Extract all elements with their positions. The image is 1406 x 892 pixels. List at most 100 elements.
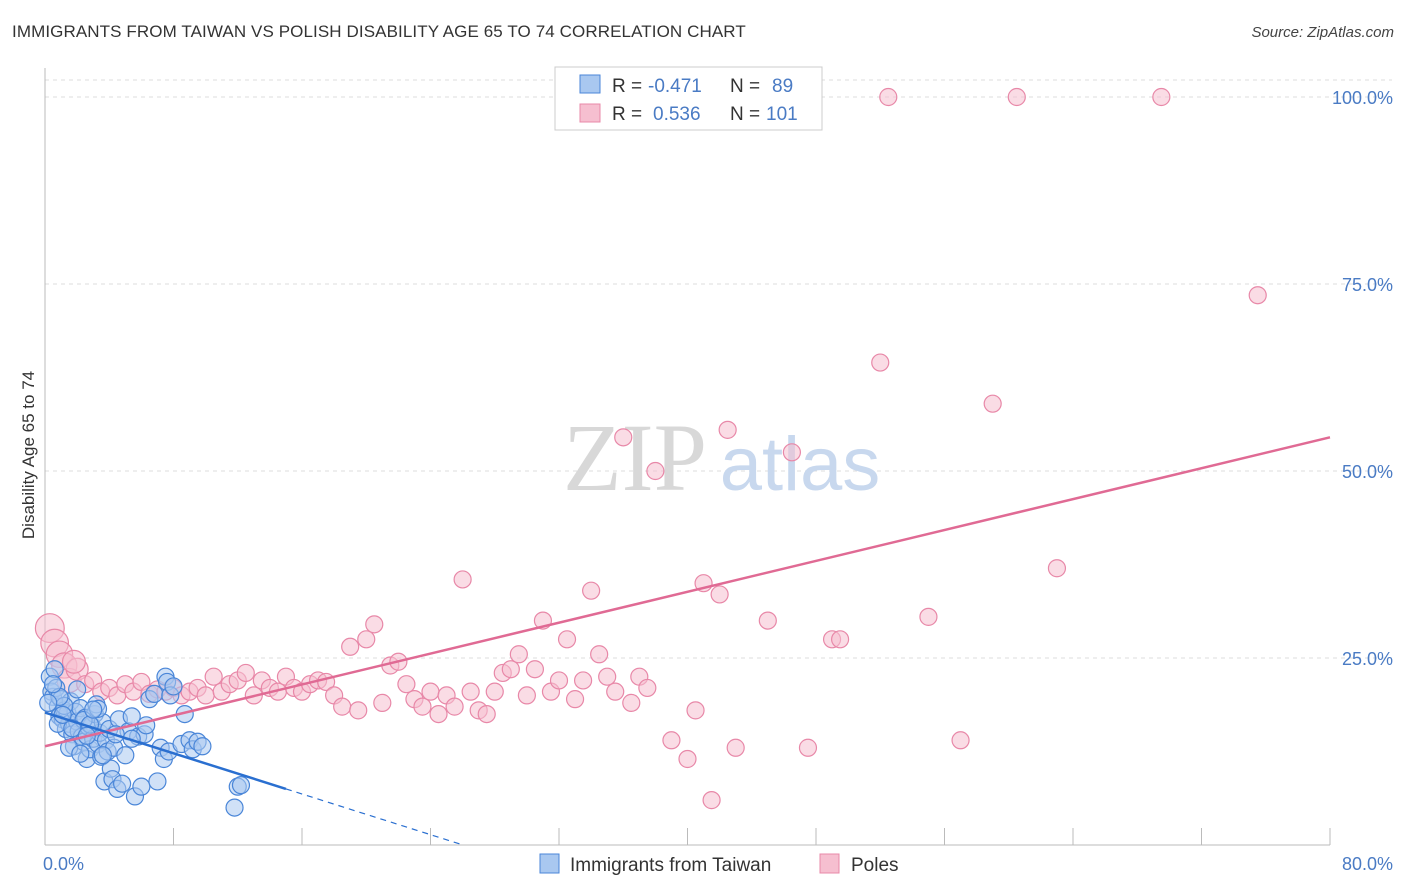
data-point-taiwan <box>39 693 58 712</box>
axes <box>44 68 1331 846</box>
trend-lines <box>44 436 1331 846</box>
stats-n-value: 101 <box>766 104 798 125</box>
legend-label-poles: Poles <box>851 855 899 876</box>
data-point-poles <box>453 570 472 589</box>
data-point-taiwan <box>63 719 82 738</box>
stats-swatch-taiwan <box>579 74 601 94</box>
data-point-poles <box>1047 559 1067 578</box>
stats-n-label: N = <box>730 104 760 125</box>
data-point-poles <box>485 682 504 701</box>
y-tick-label: 100.0% <box>1332 88 1393 108</box>
data-point-taiwan <box>225 798 244 817</box>
stats-swatch-poles <box>579 103 601 123</box>
data-point-poles <box>951 731 970 750</box>
data-point-poles <box>1007 87 1026 107</box>
data-point-poles <box>477 704 496 724</box>
data-point-poles <box>582 581 601 600</box>
data-point-poles <box>357 630 376 649</box>
data-point-taiwan <box>68 680 87 699</box>
data-point-poles <box>919 607 938 626</box>
data-point-taiwan <box>145 684 164 704</box>
data-point-taiwan <box>93 746 112 765</box>
tick-labels: 25.0% 50.0% 75.0% 100.0% 0.0% 80.0% <box>43 88 1393 874</box>
stats-r-value: -0.471 <box>648 76 702 97</box>
data-point-poles <box>614 428 633 447</box>
grid-lines <box>45 79 1392 659</box>
data-point-taiwan <box>84 700 103 719</box>
stats-r-label: R = <box>612 76 642 97</box>
data-point-poles <box>782 443 802 462</box>
data-point-poles <box>333 697 352 716</box>
data-point-poles <box>590 645 609 664</box>
data-point-taiwan <box>112 774 132 793</box>
data-point-poles <box>525 660 545 679</box>
data-point-taiwan <box>43 675 63 694</box>
data-point-poles <box>646 461 665 481</box>
trend-line-taiwan-extrapolated <box>285 788 463 846</box>
data-point-taiwan <box>148 772 167 791</box>
y-tick-label: 50.0% <box>1342 462 1393 482</box>
data-point-poles <box>606 682 625 701</box>
data-point-taiwan <box>231 776 251 795</box>
trend-line-taiwan <box>44 711 287 791</box>
data-point-poles <box>710 585 729 604</box>
watermark-zip: ZIP <box>563 404 707 511</box>
data-point-poles <box>871 353 890 372</box>
data-point-poles <box>702 791 721 810</box>
data-point-poles <box>517 686 536 705</box>
data-point-poles <box>638 678 657 698</box>
legend-label-taiwan: Immigrants from Taiwan <box>570 855 771 876</box>
data-point-poles <box>686 701 705 720</box>
stats-r-label: R = <box>612 104 642 125</box>
watermark: ZIP atlas <box>563 404 880 511</box>
data-point-poles <box>718 420 737 439</box>
stats-n-label: N = <box>730 76 760 97</box>
data-point-poles <box>726 738 745 757</box>
trend-line-poles <box>44 436 1331 748</box>
data-point-poles <box>1248 286 1267 305</box>
x-tick-label: 0.0% <box>43 854 84 874</box>
data-point-taiwan <box>193 737 212 756</box>
data-point-poles <box>397 675 416 694</box>
data-point-poles <box>421 682 440 701</box>
watermark-atlas: atlas <box>720 422 881 507</box>
data-point-poles <box>879 87 898 107</box>
stats-r-value: 0.536 <box>653 104 701 125</box>
data-point-poles <box>983 394 1002 413</box>
data-point-taiwan <box>164 677 183 696</box>
data-point-poles <box>236 663 255 683</box>
data-point-poles <box>565 690 585 709</box>
data-point-poles <box>557 630 577 649</box>
bottom-legend: Immigrants from Taiwan Poles <box>539 853 899 876</box>
y-tick-label: 25.0% <box>1342 649 1393 669</box>
data-point-poles <box>365 615 384 634</box>
data-point-poles <box>61 649 86 674</box>
data-point-poles <box>662 731 681 750</box>
data-point-poles <box>461 682 480 701</box>
data-point-poles <box>341 637 360 656</box>
y-tick-label: 75.0% <box>1342 275 1393 295</box>
data-point-poles <box>830 630 850 649</box>
data-point-poles <box>204 667 223 686</box>
series-poles-points <box>34 87 1267 810</box>
data-point-poles <box>196 686 215 705</box>
data-point-taiwan <box>116 746 135 765</box>
data-point-poles <box>445 697 464 716</box>
data-point-poles <box>349 701 368 720</box>
data-point-taiwan <box>71 744 90 763</box>
data-point-poles <box>598 667 617 686</box>
data-point-poles <box>549 671 569 690</box>
data-point-poles <box>798 738 818 757</box>
y-axis-label: Disability Age 65 to 74 <box>19 371 38 539</box>
stats-legend: R = -0.471 N = 89 R = 0.536 N = 101 <box>554 66 823 131</box>
legend-swatch-poles <box>819 853 840 874</box>
data-point-poles <box>509 645 528 664</box>
legend-swatch-taiwan <box>539 853 560 874</box>
data-point-poles <box>429 704 448 724</box>
x-tick-label: 80.0% <box>1342 854 1393 874</box>
data-point-poles <box>1152 87 1171 107</box>
data-point-poles <box>501 660 520 679</box>
data-point-poles <box>758 611 777 630</box>
data-point-poles <box>373 693 392 712</box>
